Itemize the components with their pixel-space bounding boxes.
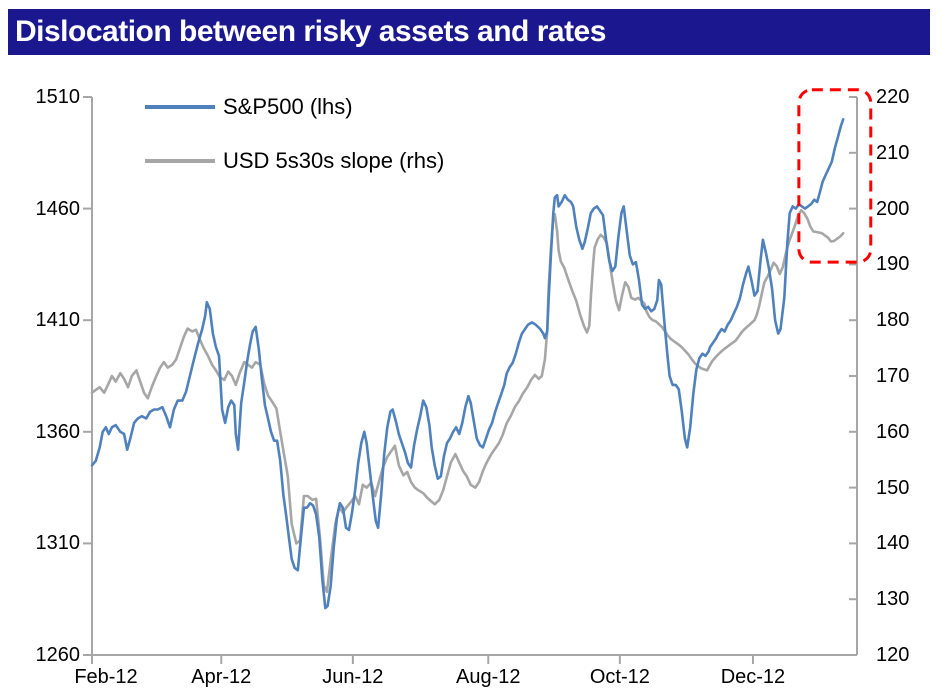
chart-title: Dislocation between risky assets and rat…: [15, 15, 606, 48]
highlight-box: [797, 88, 873, 264]
x-tick-label-Feb-12: Feb-12: [74, 666, 138, 688]
slope-line-swatch: [145, 159, 215, 163]
y-right-tick-label-140: 140: [876, 532, 910, 555]
slope-line: [90, 209, 845, 594]
y-left-tick-label-1260: 1260: [35, 644, 81, 666]
legend-label-sp500: S&P500 (lhs): [223, 94, 353, 119]
y-right-tick-label-210: 210: [876, 141, 910, 164]
legend-item-slope: USD 5s30s slope (rhs): [145, 148, 444, 174]
y-right-tick-label-200: 200: [876, 197, 910, 220]
legend-item-sp500: S&P500 (lhs): [145, 94, 353, 120]
y-right-tick-label-160: 160: [876, 420, 910, 443]
y-left-tick-label-1410: 1410: [35, 309, 81, 332]
y-left-tick-label-1510: 1510: [35, 86, 81, 108]
sp500-line: [90, 118, 845, 610]
y-left-tick-label-1360: 1360: [35, 420, 81, 443]
y-right-tick-label-150: 150: [876, 476, 910, 499]
y-right-tick-label-190: 190: [876, 253, 910, 276]
legend-label-slope: USD 5s30s slope (rhs): [223, 148, 445, 173]
y-right-tick-label-120: 120: [876, 644, 910, 666]
x-tick-label-Apr-12: Apr-12: [191, 666, 252, 688]
title-bar: Dislocation between risky assets and rat…: [8, 9, 930, 55]
x-tick-label-Jun-12: Jun-12: [322, 666, 384, 688]
y-left-tick-label-1460: 1460: [35, 197, 81, 220]
x-tick-label-Oct-12: Oct-12: [589, 666, 650, 688]
y-right-tick-label-220: 220: [876, 86, 910, 108]
y-right-tick-label-130: 130: [876, 588, 910, 611]
y-right-tick-label-170: 170: [876, 365, 910, 387]
sp500-line-swatch: [145, 105, 215, 109]
y-left-tick-label-1310: 1310: [35, 532, 81, 555]
x-tick-label-Aug-12: Aug-12: [456, 666, 521, 688]
x-tick-label-Dec-12: Dec-12: [720, 666, 786, 688]
y-right-tick-label-180: 180: [876, 309, 910, 332]
